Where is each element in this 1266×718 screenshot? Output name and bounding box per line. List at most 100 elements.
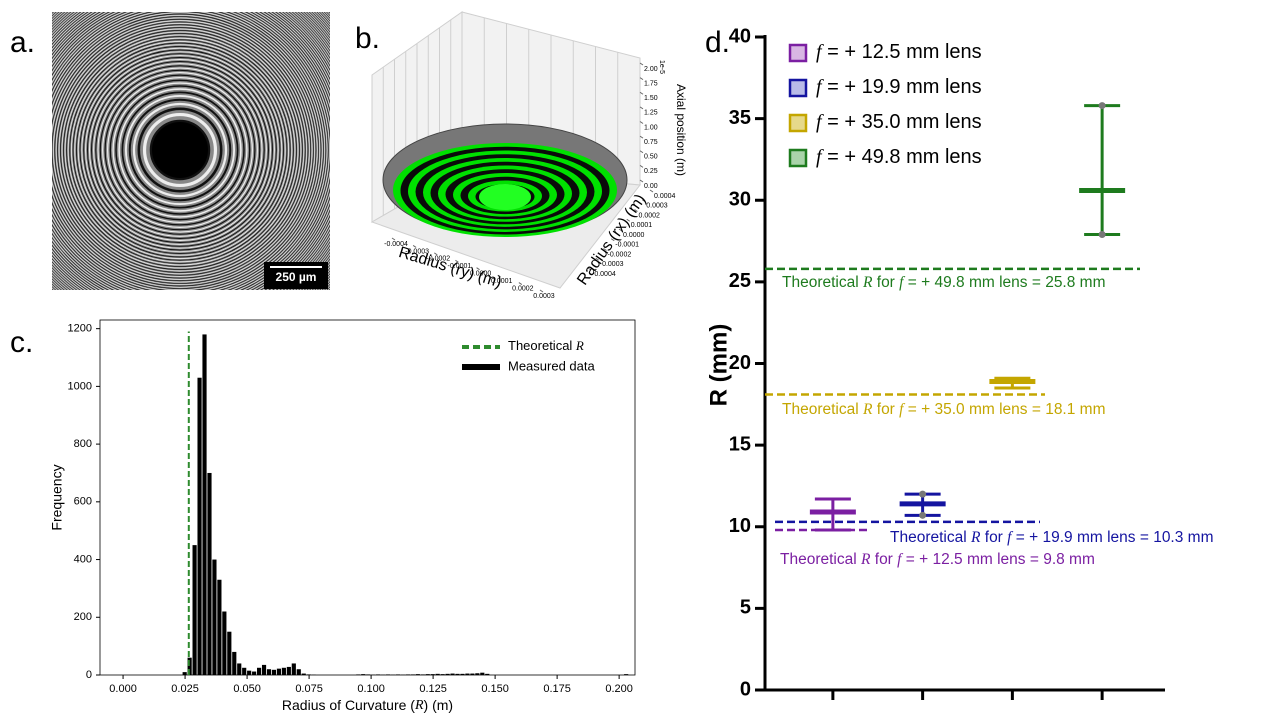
ring xyxy=(52,16,314,284)
histogram-bar xyxy=(440,674,445,675)
x-tick-label: 0.000 xyxy=(109,683,137,695)
text-run: Theoretical xyxy=(782,274,863,291)
panel-label: b. xyxy=(355,22,380,55)
histogram-bar xyxy=(624,674,629,675)
ring xyxy=(57,27,303,273)
ring xyxy=(91,61,269,239)
histogram-bar xyxy=(376,674,381,675)
scale-bar-label: 250 µm xyxy=(276,270,317,284)
legend-swatch xyxy=(788,113,808,133)
x-tick-label: -0.0001 xyxy=(448,263,472,270)
text-run: Radius of Curvature ( xyxy=(282,697,415,713)
y-tick-label: 200 xyxy=(74,611,92,623)
ring xyxy=(109,79,251,221)
histogram-bar xyxy=(405,674,410,675)
ring xyxy=(52,20,310,280)
histogram-bar xyxy=(276,668,282,675)
x-tick-label: 0.150 xyxy=(481,683,509,695)
x-tick xyxy=(539,289,544,293)
ring xyxy=(85,55,275,245)
x-tick-label: 0.075 xyxy=(295,683,323,695)
histogram-bar xyxy=(470,673,475,675)
z-tick-label: 0.00 xyxy=(644,183,658,190)
ring xyxy=(124,94,236,206)
panel-label: c. xyxy=(10,326,33,359)
ring xyxy=(52,18,312,282)
histogram-bar xyxy=(227,631,232,675)
histogram-bar xyxy=(301,673,306,675)
histogram-bar xyxy=(197,377,202,675)
x-tick-label: 0.175 xyxy=(543,683,571,695)
x-tick-label: -0.0003 xyxy=(405,248,429,255)
histogram-bar xyxy=(366,674,371,675)
text-run: for xyxy=(872,401,899,418)
ring xyxy=(128,98,232,202)
x-tick xyxy=(476,267,480,271)
histogram-bar xyxy=(232,651,237,675)
ring xyxy=(52,12,330,290)
ring xyxy=(97,67,263,233)
text-run: = + 12.5 mm lens xyxy=(822,41,982,63)
x-axis-label: Radius of Curvature (R) (m) xyxy=(282,697,453,714)
ring xyxy=(87,57,273,243)
histogram-bar xyxy=(420,674,425,675)
y-tick xyxy=(649,189,654,193)
y-tick xyxy=(618,228,623,232)
ring xyxy=(66,36,294,264)
ring xyxy=(52,21,309,279)
ring xyxy=(61,31,299,269)
x-tick xyxy=(434,252,438,256)
text-run: Theoretical xyxy=(890,529,971,546)
y-tick-label: 800 xyxy=(74,438,92,450)
ring xyxy=(142,112,218,188)
histogram-bar xyxy=(286,666,291,675)
histogram-bar xyxy=(271,669,277,675)
y-tick-label: 5 xyxy=(740,597,751,619)
x-tick-label: 0.0003 xyxy=(533,293,555,300)
ring xyxy=(67,37,293,263)
text-run: R xyxy=(414,698,424,713)
text-run: for xyxy=(872,274,899,291)
text-run: for xyxy=(980,529,1007,546)
histogram-bar xyxy=(455,673,460,675)
ring xyxy=(104,74,256,226)
ring xyxy=(52,15,315,285)
ring xyxy=(52,12,323,290)
z-tick xyxy=(639,135,644,139)
text-run: = + 35.0 mm lens xyxy=(822,111,982,133)
ring xyxy=(132,102,228,198)
legend-label: f = + 49.8 mm lens xyxy=(816,146,982,169)
text-run: Theoretical xyxy=(508,338,576,353)
ring xyxy=(93,63,267,237)
ring xyxy=(64,34,296,266)
z-offset-label: 1e-5 xyxy=(658,60,665,74)
text-run: for xyxy=(870,551,897,568)
text-run: f xyxy=(816,76,824,98)
histogram-bar xyxy=(266,669,272,675)
ring xyxy=(88,58,272,242)
histogram-bar xyxy=(261,664,267,675)
ring xyxy=(52,17,313,283)
ring xyxy=(52,12,325,290)
text-run: R xyxy=(862,274,873,291)
y-tick-label: -0.0003 xyxy=(600,261,624,268)
ring xyxy=(95,65,265,235)
y-tick-label: 600 xyxy=(74,496,92,508)
y-tick xyxy=(626,218,631,222)
ring xyxy=(63,33,297,267)
z-tick xyxy=(639,179,644,183)
ring xyxy=(60,30,300,270)
text-run: Theoretical xyxy=(780,551,861,568)
ring xyxy=(118,88,242,212)
ring xyxy=(52,12,324,290)
reference-label: Theoretical R for f = + 35.0 mm lens = 1… xyxy=(782,401,1106,419)
histogram-bar xyxy=(306,674,311,675)
text-run: R xyxy=(970,529,981,546)
x-tick xyxy=(497,274,501,278)
y-tick-label: 20 xyxy=(729,352,751,374)
panel-label: d. xyxy=(705,26,730,59)
histogram-bar xyxy=(252,671,257,675)
z-tick xyxy=(639,164,644,168)
histogram-bar xyxy=(475,673,480,675)
